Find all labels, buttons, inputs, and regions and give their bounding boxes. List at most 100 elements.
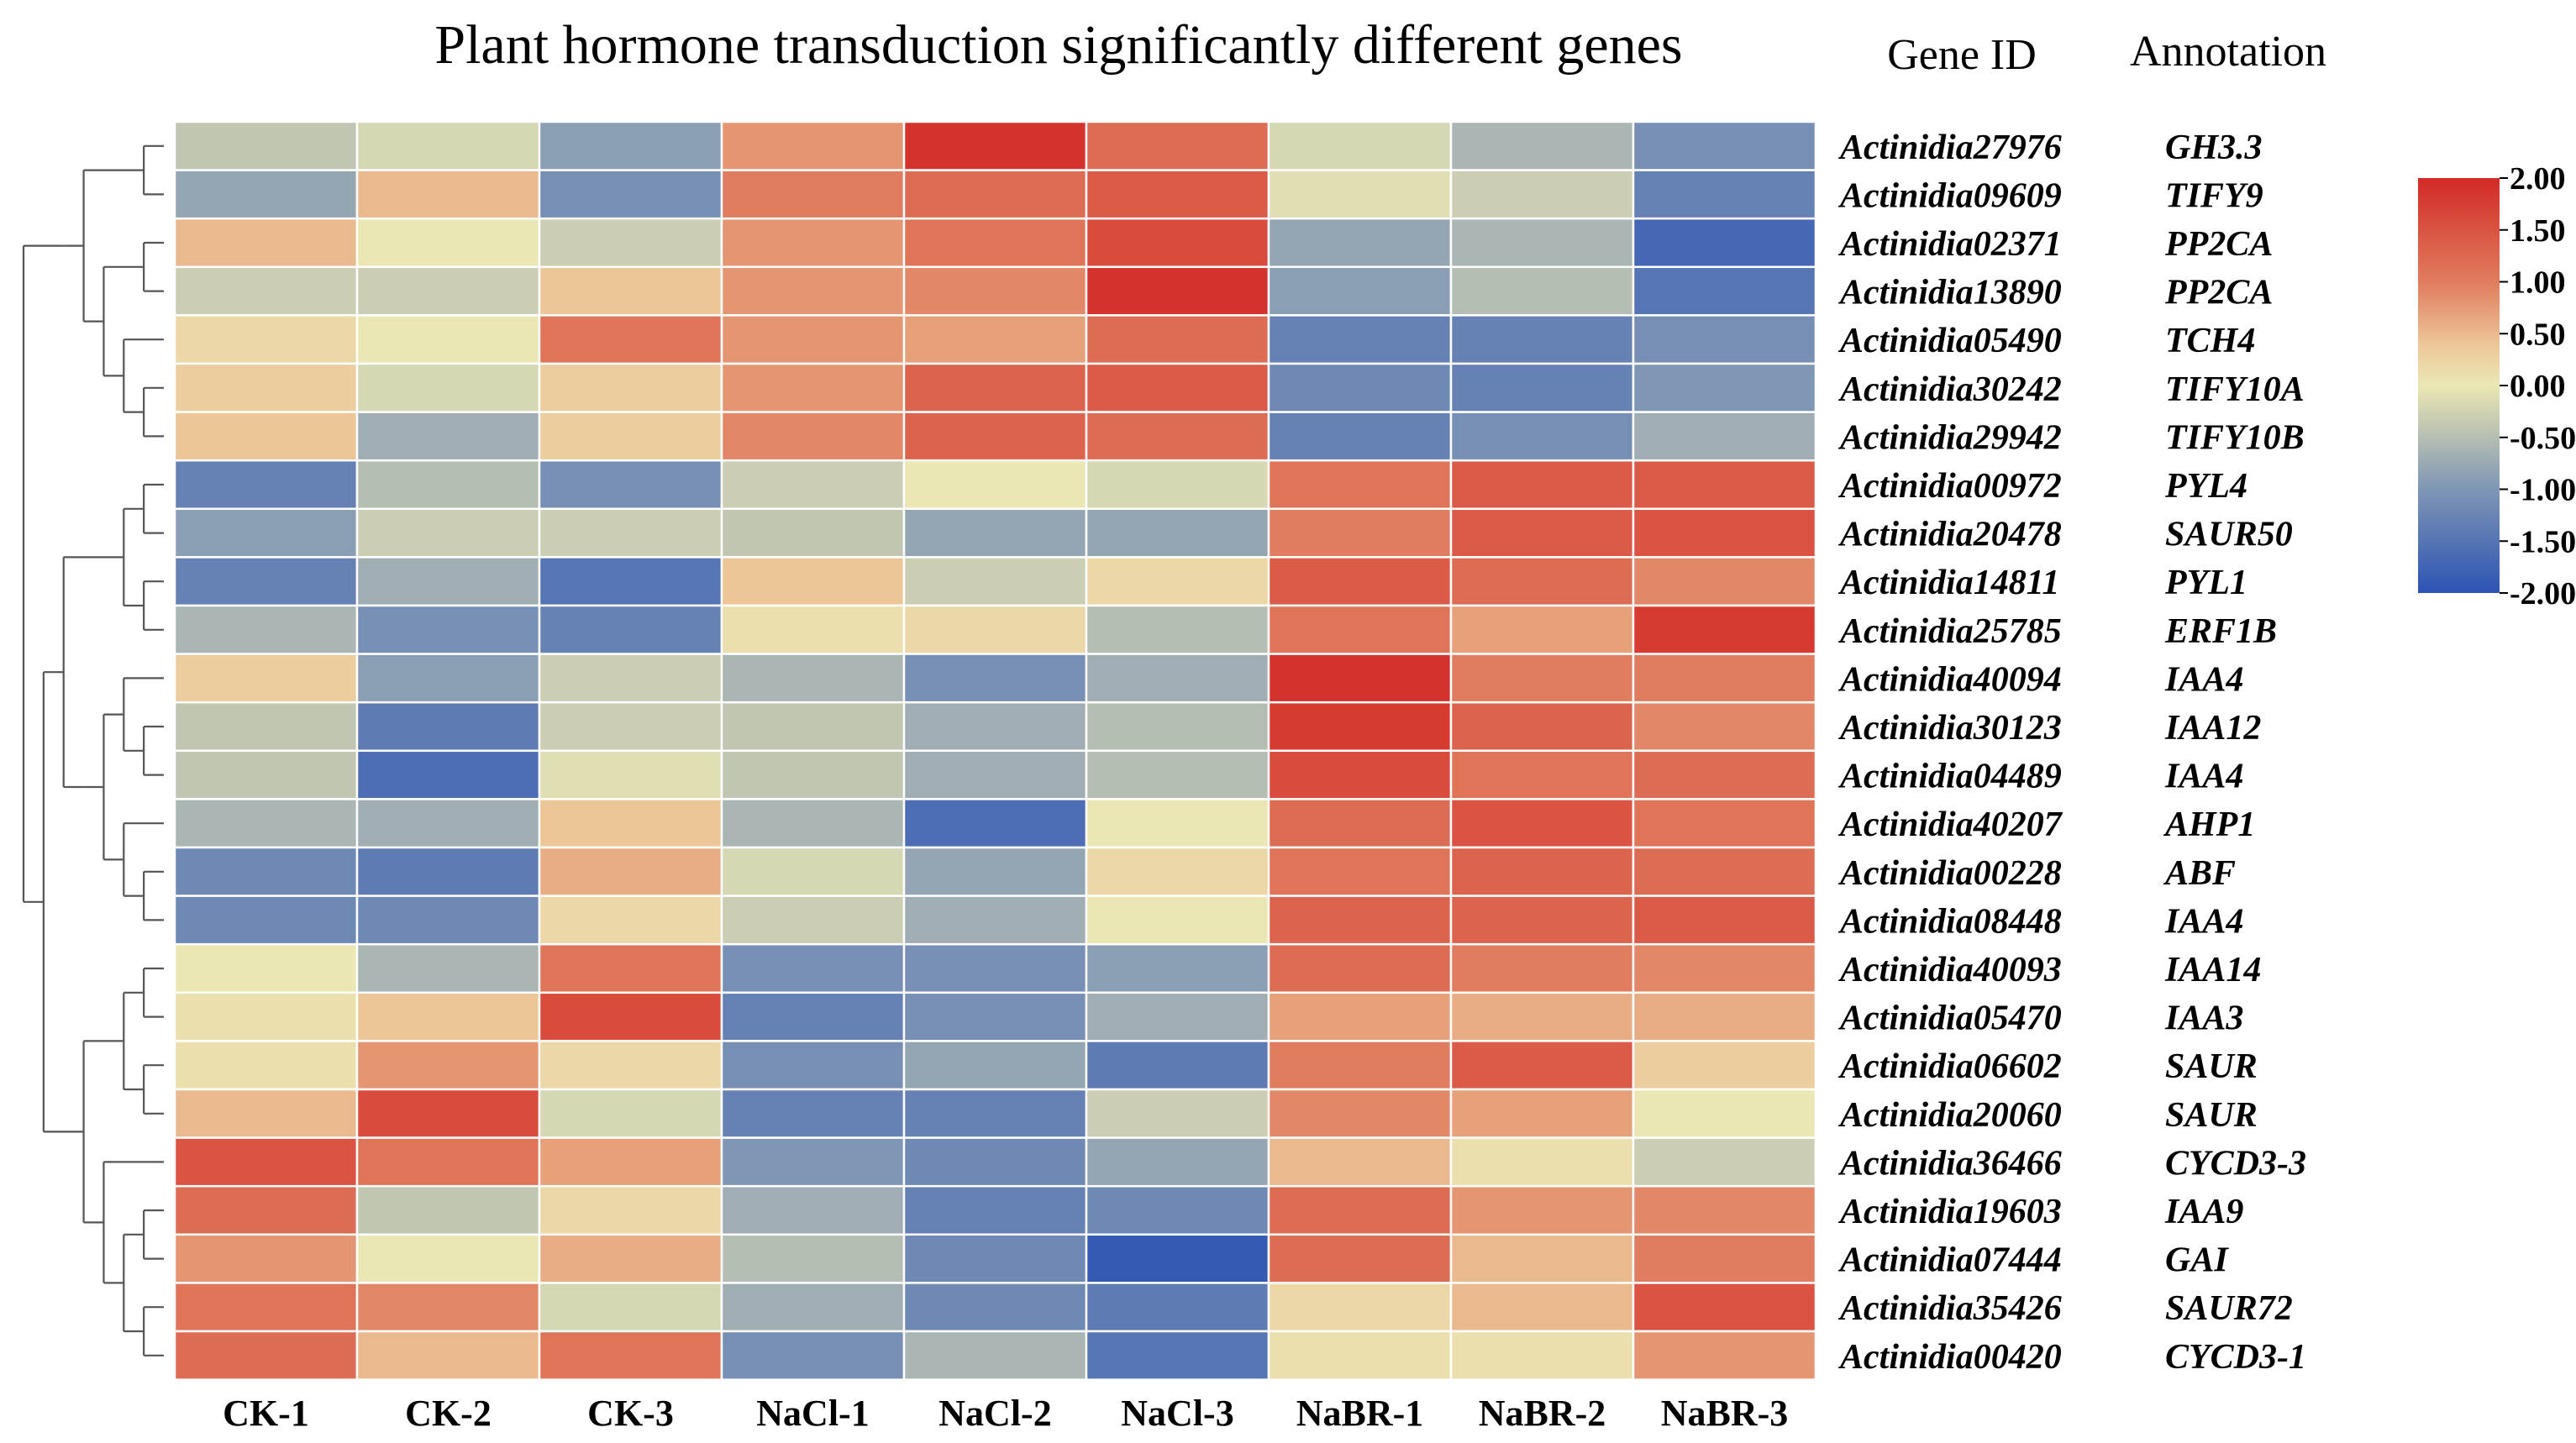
heatmap-cell (1449, 1282, 1635, 1333)
heatmap-cell (1085, 749, 1270, 800)
gene-id-label: Actinidia00972 (1837, 467, 2062, 506)
heatmap-cell (1085, 556, 1270, 607)
heatmap-cell (538, 1184, 723, 1236)
annotation-label: SAUR (2165, 1047, 2258, 1086)
gene-id-label: Actinidia00420 (1837, 1338, 2062, 1377)
heatmap-cell (1632, 556, 1817, 607)
heatmap-cell (720, 1040, 906, 1091)
gene-id-label: Actinidia04489 (1837, 758, 2062, 796)
heatmap-cell (1632, 604, 1817, 655)
heatmap-cell (173, 120, 359, 171)
heatmap-cell (1449, 120, 1635, 171)
heatmap-cell (1085, 507, 1270, 559)
heatmap-cell (1449, 1088, 1635, 1139)
heatmap-cell (902, 749, 1088, 800)
annotation-label: SAUR50 (2165, 516, 2293, 554)
heatmap-cell (1267, 362, 1453, 413)
annotation-label: CYCD3-3 (2165, 1144, 2306, 1183)
heatmap-cell (173, 701, 359, 753)
heatmap-cell (538, 1233, 723, 1284)
heatmap-cell (1267, 1282, 1453, 1333)
heatmap-cell (1267, 1088, 1453, 1139)
heatmap-cell (538, 507, 723, 559)
gene-id-label: Actinidia20478 (1837, 516, 2062, 554)
color-bar-tick-label: -0.50 (2510, 421, 2576, 456)
heatmap-cell (173, 1088, 359, 1139)
heatmap-cell (173, 314, 359, 365)
heatmap-cell (1085, 846, 1270, 897)
heatmap-cell (1267, 942, 1453, 994)
heatmap-cell (538, 749, 723, 800)
heatmap-cell (173, 556, 359, 607)
annotation-label: IAA3 (2164, 1000, 2243, 1038)
heatmap-cell (355, 459, 541, 511)
heatmap-cell (1085, 1330, 1270, 1381)
heatmap-cell (355, 701, 541, 753)
heatmap-cell (538, 217, 723, 269)
heatmap-cell (355, 1088, 541, 1139)
heatmap-cell (355, 362, 541, 413)
heatmap-cell (902, 556, 1088, 607)
heatmap-cell (1632, 991, 1817, 1042)
column-label: NaBR-2 (1479, 1393, 1606, 1434)
heatmap-cell (538, 653, 723, 704)
heatmap-cell (1267, 556, 1453, 607)
heatmap-cell (1449, 749, 1635, 800)
heatmap-cell (1632, 846, 1817, 897)
gene-id-label: Actinidia05470 (1837, 1000, 2062, 1038)
heatmap-cell (902, 1233, 1088, 1284)
heatmap-cell (1632, 1184, 1817, 1236)
heatmap-cell (1449, 314, 1635, 365)
heatmap-cell (1267, 169, 1453, 220)
heatmap-cell (1449, 604, 1635, 655)
heatmap-cell (538, 701, 723, 753)
heatmap-cell (1449, 895, 1635, 946)
heatmap-cell (720, 798, 906, 849)
heatmap-cell (538, 411, 723, 462)
heatmap-cell (720, 991, 906, 1042)
heatmap-cell (720, 1330, 906, 1381)
heatmap-cell (355, 411, 541, 462)
heatmap-grid (173, 120, 1817, 1381)
heatmap-cell (1449, 991, 1635, 1042)
heatmap-cell (1632, 942, 1817, 994)
heatmap-cell (902, 942, 1088, 994)
heatmap-cell (538, 169, 723, 220)
heatmap-cell (1632, 1136, 1817, 1188)
heatmap-cell (1267, 604, 1453, 655)
heatmap-cell (1449, 507, 1635, 559)
heatmap-cell (355, 604, 541, 655)
heatmap-cell (173, 1330, 359, 1381)
heatmap-cell (902, 895, 1088, 946)
column-label: NaCl-1 (756, 1393, 869, 1434)
heatmap-cell (902, 459, 1088, 511)
color-bar-tick-label: 0.50 (2510, 317, 2566, 352)
column-label: NaBR-3 (1661, 1393, 1789, 1434)
color-bar-tick-label: 1.50 (2510, 213, 2566, 249)
heatmap-cell (720, 749, 906, 800)
heatmap-cell (1449, 556, 1635, 607)
heatmap-cell (1632, 265, 1817, 317)
heatmap-cell (720, 217, 906, 269)
heatmap-cell (355, 991, 541, 1042)
heatmap-cell (1632, 1040, 1817, 1091)
gene-id-label: Actinidia29942 (1837, 418, 2062, 457)
annotation-label: IAA4 (2164, 758, 2243, 796)
heatmap-cell (173, 1184, 359, 1236)
heatmap-cell (1632, 314, 1817, 365)
heatmap-cell (1632, 1282, 1817, 1333)
column-labels: CK-1 CK-2 CK-3 NaCl-1 NaCl-2 NaCl-3 NaBR-1 NaBR… (223, 1393, 1788, 1434)
heatmap-cell (1267, 411, 1453, 462)
heatmap-cell (1267, 1136, 1453, 1188)
color-bar-tick-label: -1.00 (2510, 473, 2576, 508)
heatmap-cell (1267, 991, 1453, 1042)
heatmap-cell (355, 1233, 541, 1284)
column-label: CK-3 (587, 1393, 674, 1434)
heatmap-cell (1449, 217, 1635, 269)
heatmap-cell (173, 798, 359, 849)
chart-title: Plant hormone transduction significantly… (434, 14, 1682, 76)
heatmap-cell (355, 798, 541, 849)
annotation-label: CYCD3-1 (2165, 1338, 2306, 1377)
annotation-label: ABF (2163, 854, 2236, 893)
annotation-label: SAUR (2165, 1096, 2258, 1135)
